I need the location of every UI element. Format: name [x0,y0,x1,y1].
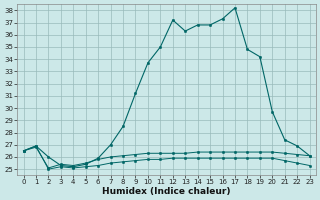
X-axis label: Humidex (Indice chaleur): Humidex (Indice chaleur) [102,187,231,196]
